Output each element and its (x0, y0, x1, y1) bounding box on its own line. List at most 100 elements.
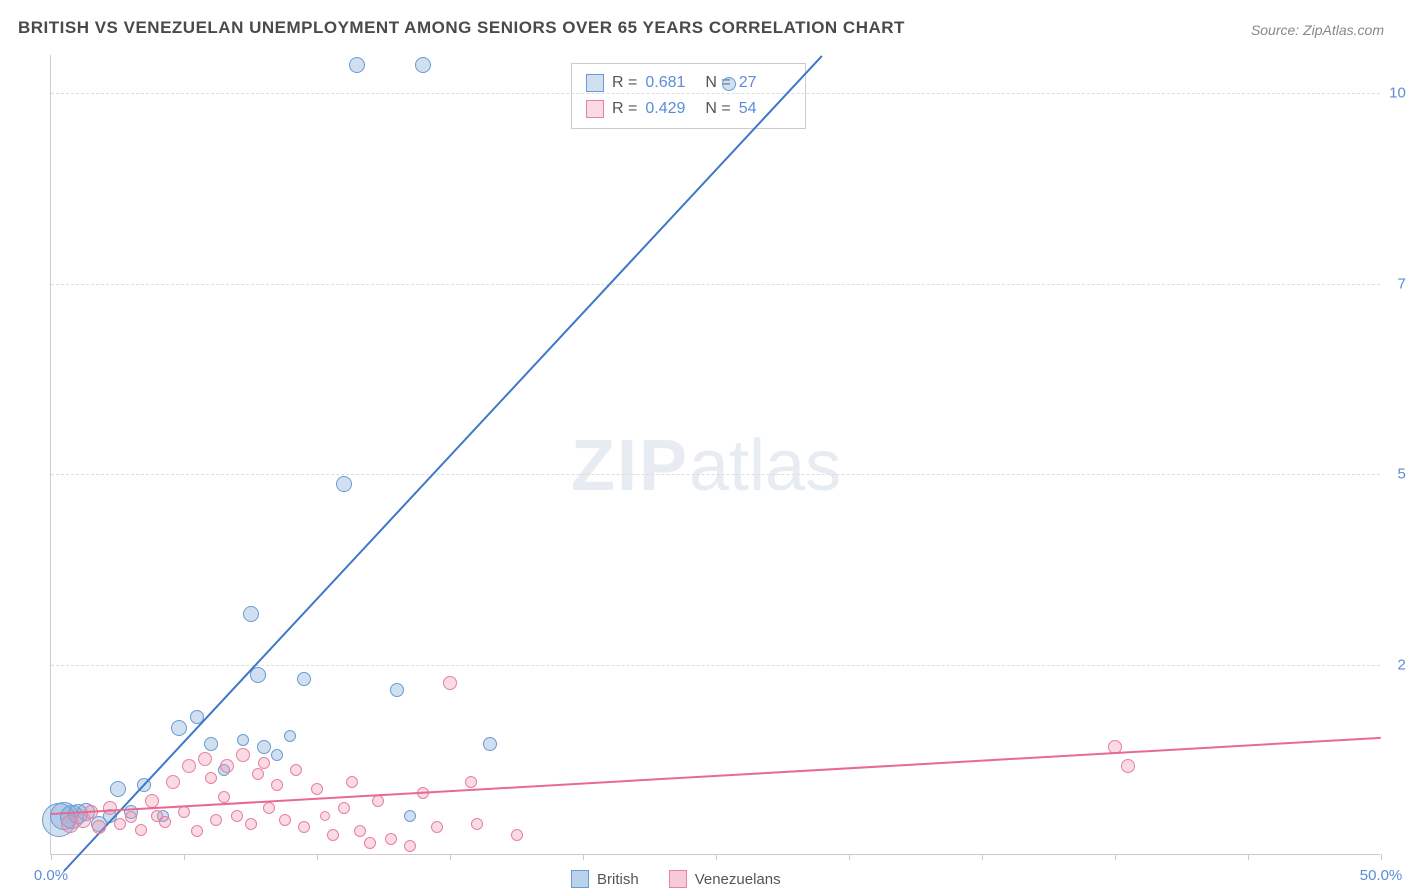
legend-r-label: R = (612, 96, 637, 122)
scatter-point (182, 759, 196, 773)
scatter-point (110, 781, 126, 797)
series-legend-label: Venezuelans (695, 871, 781, 888)
scatter-point (722, 77, 736, 91)
scatter-point (354, 825, 366, 837)
scatter-point (252, 768, 264, 780)
x-tick (982, 854, 983, 860)
scatter-point (263, 802, 275, 814)
legend-r-value: 0.681 (645, 70, 697, 96)
scatter-point (191, 825, 203, 837)
scatter-point (404, 840, 416, 852)
scatter-point (364, 837, 376, 849)
plot-area: ZIPatlas R =0.681N =27R =0.429N =54 Brit… (50, 55, 1380, 855)
x-tick (317, 854, 318, 860)
scatter-point (220, 759, 234, 773)
legend-swatch (586, 74, 604, 92)
x-tick (450, 854, 451, 860)
gridline (51, 665, 1380, 666)
scatter-point (465, 776, 477, 788)
legend-n-value: 27 (739, 70, 791, 96)
scatter-point (298, 821, 310, 833)
scatter-point (271, 749, 283, 761)
scatter-point (198, 752, 212, 766)
scatter-point (415, 57, 431, 73)
gridline (51, 474, 1380, 475)
y-tick-label: 75.0% (1397, 275, 1406, 292)
scatter-point (284, 730, 296, 742)
legend-swatch (669, 870, 687, 888)
x-tick (849, 854, 850, 860)
x-tick (1248, 854, 1249, 860)
scatter-point (171, 720, 187, 736)
scatter-point (279, 814, 291, 826)
scatter-point (258, 757, 270, 769)
scatter-point (431, 821, 443, 833)
x-tick (184, 854, 185, 860)
source-attribution: Source: ZipAtlas.com (1251, 22, 1384, 38)
scatter-point (320, 811, 330, 821)
scatter-point (443, 676, 457, 690)
scatter-point (338, 802, 350, 814)
x-tick (583, 854, 584, 860)
x-tick-label: 50.0% (1360, 867, 1403, 884)
scatter-point (159, 816, 171, 828)
legend-r-value: 0.429 (645, 96, 697, 122)
scatter-point (336, 476, 352, 492)
scatter-point (237, 734, 249, 746)
scatter-point (125, 811, 137, 823)
scatter-point (243, 606, 259, 622)
scatter-point (204, 737, 218, 751)
scatter-point (311, 783, 323, 795)
scatter-point (297, 672, 311, 686)
scatter-point (236, 748, 250, 762)
scatter-point (483, 737, 497, 751)
source-label: Source: (1251, 22, 1299, 38)
correlation-legend: R =0.681N =27R =0.429N =54 (571, 63, 806, 129)
scatter-point (103, 801, 117, 815)
scatter-point (349, 57, 365, 73)
chart-title: BRITISH VS VENEZUELAN UNEMPLOYMENT AMONG… (18, 18, 905, 38)
scatter-point (327, 829, 339, 841)
y-tick-label: 100.0% (1389, 85, 1406, 102)
gridline (51, 284, 1380, 285)
legend-swatch (586, 100, 604, 118)
scatter-point (271, 779, 283, 791)
series-legend-label: British (597, 871, 639, 888)
scatter-point (178, 806, 190, 818)
scatter-point (1121, 759, 1135, 773)
scatter-point (205, 772, 217, 784)
x-tick (51, 854, 52, 860)
gridline (51, 93, 1380, 94)
x-tick (716, 854, 717, 860)
scatter-point (390, 683, 404, 697)
source-name: ZipAtlas.com (1303, 22, 1384, 38)
watermark-atlas: atlas (689, 426, 841, 506)
scatter-point (135, 824, 147, 836)
scatter-point (231, 810, 243, 822)
legend-row: R =0.429N =54 (586, 96, 791, 122)
scatter-point (511, 829, 523, 841)
trend-line (51, 737, 1381, 815)
series-legend-item: British (571, 870, 639, 888)
watermark-zip: ZIP (571, 426, 689, 506)
scatter-point (385, 833, 397, 845)
legend-r-label: R = (612, 70, 637, 96)
trend-line (64, 55, 824, 872)
legend-n-label: N = (705, 96, 730, 122)
legend-row: R =0.681N =27 (586, 70, 791, 96)
scatter-point (145, 794, 159, 808)
scatter-point (92, 820, 106, 834)
scatter-point (166, 775, 180, 789)
series-legend: British Venezuelans (571, 870, 781, 888)
y-tick-label: 25.0% (1397, 656, 1406, 673)
scatter-point (210, 814, 222, 826)
plot-container: ZIPatlas R =0.681N =27R =0.429N =54 Brit… (50, 55, 1380, 855)
scatter-point (218, 791, 230, 803)
scatter-point (245, 818, 257, 830)
watermark: ZIPatlas (571, 425, 841, 507)
legend-swatch (571, 870, 589, 888)
y-tick-label: 50.0% (1397, 466, 1406, 483)
scatter-point (471, 818, 483, 830)
scatter-point (290, 764, 302, 776)
x-tick (1381, 854, 1382, 860)
